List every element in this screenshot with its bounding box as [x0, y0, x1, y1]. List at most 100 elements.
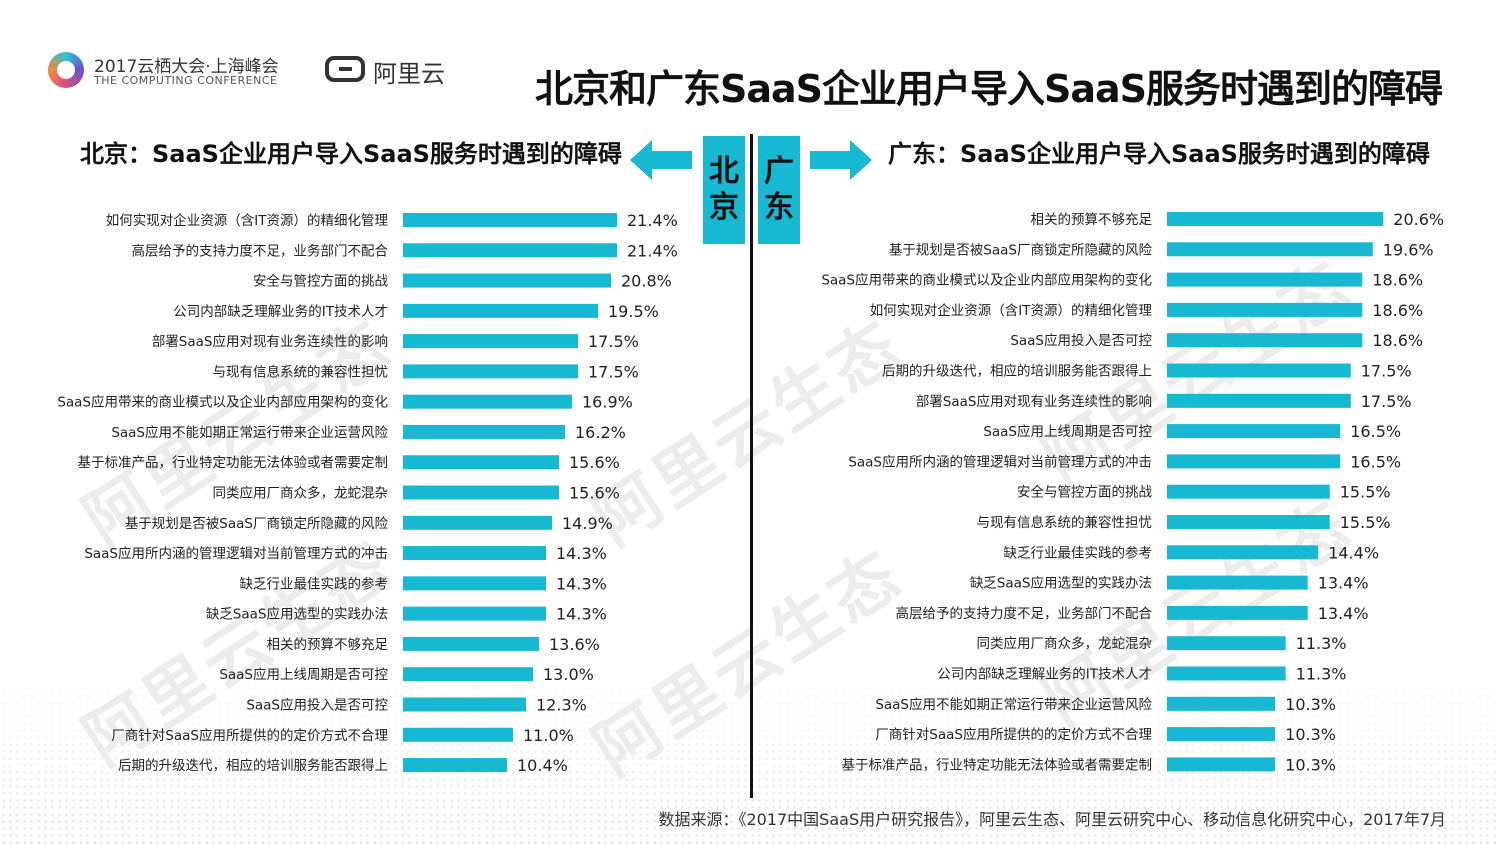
category-label: 缺乏行业最佳实践的参考: [240, 575, 389, 592]
conference-title: 2017云栖大会·上海峰会: [94, 57, 279, 77]
beijing-region-box: 北京: [703, 136, 745, 244]
bar: [1167, 302, 1363, 317]
bar: [1167, 484, 1330, 499]
category-label: 后期的升级迭代，相应的培训服务能否跟得上: [118, 757, 388, 774]
bar: [403, 243, 617, 258]
category-label: 安全与管控方面的挑战: [253, 273, 388, 290]
bar: [1167, 212, 1384, 226]
bar: [403, 546, 546, 561]
value-label: 15.5%: [1340, 483, 1391, 502]
brand-logo-icon: [325, 56, 365, 82]
bar: [403, 213, 617, 227]
category-label: 同类应用厂商众多，龙蛇混杂: [213, 485, 389, 502]
category-label: 厂商针对SaaS应用所提供的的定价方式不合理: [875, 726, 1152, 743]
conference-logo-icon: [48, 52, 84, 88]
value-label: 10.4%: [517, 756, 568, 775]
bar: [403, 485, 559, 500]
value-label: 21.4%: [627, 241, 678, 260]
bar: [403, 515, 552, 530]
value-label: 18.6%: [1372, 301, 1423, 320]
value-label: 21.4%: [627, 211, 678, 230]
brand-logo-dash: [339, 67, 352, 71]
category-label: 与现有信息系统的兼容性担忧: [213, 363, 389, 380]
category-label: 缺乏SaaS应用选型的实践办法: [206, 606, 388, 623]
bar: [1167, 727, 1276, 742]
guangdong-chart-title: 广东：SaaS企业用户导入SaaS服务时遇到的障碍: [888, 140, 1430, 168]
category-label: SaaS应用上线周期是否可控: [219, 666, 388, 683]
value-label: 13.4%: [1318, 574, 1369, 593]
bar: [403, 273, 611, 288]
value-label: 18.6%: [1372, 271, 1423, 290]
bar: [403, 303, 598, 318]
value-label: 13.4%: [1318, 604, 1369, 623]
value-label: 14.3%: [556, 544, 607, 563]
bar: [1167, 605, 1308, 620]
category-label: 公司内部缺乏理解业务的IT技术人才: [173, 304, 388, 320]
value-label: 11.3%: [1296, 634, 1347, 653]
bar: [403, 667, 533, 682]
bar: [1167, 515, 1330, 529]
value-label: 18.6%: [1372, 331, 1423, 350]
value-label: 17.5%: [1361, 392, 1412, 411]
category-label: 缺乏行业最佳实践的参考: [1004, 544, 1153, 561]
bar: [1167, 545, 1319, 560]
bar: [403, 455, 559, 470]
bar: [1167, 363, 1351, 378]
value-label: 19.5%: [608, 302, 659, 321]
data-source-note: 数据来源：《2017中国SaaS用户研究报告》，阿里云生态、阿里云研究中心、移动…: [658, 810, 1446, 829]
value-label: 16.5%: [1350, 422, 1401, 441]
bar: [403, 727, 513, 742]
category-label: SaaS应用上线周期是否可控: [983, 423, 1152, 440]
value-label: 17.5%: [588, 332, 639, 351]
bar: [1167, 272, 1363, 287]
category-label: 基于标准产品，行业特定功能无法体验或者需要定制: [842, 756, 1153, 773]
conference-subtitle: THE COMPUTING CONFERENCE: [94, 74, 278, 87]
bar: [1167, 636, 1286, 651]
bar: [1167, 454, 1341, 469]
value-label: 14.9%: [562, 514, 613, 533]
bar: [1167, 242, 1373, 257]
category-label: 如何实现对企业资源（含IT资源）的精细化管理: [870, 302, 1153, 319]
arrow-left-icon: [630, 140, 692, 180]
value-label: 20.8%: [621, 272, 672, 291]
value-label: 16.9%: [582, 393, 633, 412]
center-divider: [750, 134, 753, 798]
category-label: 后期的升级迭代，相应的培训服务能否跟得上: [882, 363, 1152, 380]
value-label: 17.5%: [1361, 362, 1412, 381]
category-label: 同类应用厂商众多，龙蛇混杂: [977, 635, 1153, 652]
category-label: 厂商针对SaaS应用所提供的的定价方式不合理: [111, 727, 388, 744]
guangdong-region-label: 广东: [764, 154, 794, 225]
category-label: 安全与管控方面的挑战: [1017, 484, 1152, 501]
value-label: 10.3%: [1285, 725, 1336, 744]
page-title: 北京和广东SaaS企业用户导入SaaS服务时遇到的障碍: [534, 67, 1443, 111]
arrow-right-icon: [810, 140, 872, 180]
value-label: 16.2%: [575, 423, 626, 442]
category-label: 相关的预算不够充足: [267, 637, 389, 653]
guangdong-bar-chart: 相关的预算不够充足 20.6% 基于规划是否被SaaS厂商锁定所隐藏的风险 19.6%…: [821, 210, 1444, 774]
bar: [403, 758, 507, 773]
category-label: SaaS应用不能如期正常运行带来企业运营风险: [875, 696, 1152, 713]
category-label: 公司内部缺乏理解业务的IT技术人才: [937, 667, 1152, 683]
category-label: 高层给予的支持力度不足，业务部门不配合: [896, 605, 1153, 622]
value-label: 15.6%: [569, 453, 620, 472]
beijing-region-label: 北京: [709, 154, 739, 225]
category-label: SaaS应用投入是否可控: [246, 696, 388, 713]
category-label: 部署SaaS应用对现有业务连续性的影响: [916, 393, 1152, 410]
value-label: 20.6%: [1393, 210, 1444, 229]
bar: [1167, 696, 1276, 711]
value-label: 16.5%: [1350, 452, 1401, 471]
bar: [403, 636, 539, 651]
guangdong-region-box: 广东: [758, 136, 800, 244]
brand-name: 阿里云: [373, 60, 445, 88]
category-label: 基于规划是否被SaaS厂商锁定所隐藏的风险: [889, 241, 1153, 258]
value-label: 15.5%: [1340, 513, 1391, 532]
category-label: SaaS应用所内涵的管理逻辑对当前管理方式的冲击: [84, 545, 388, 562]
value-label: 17.5%: [588, 362, 639, 381]
category-label: 高层给予的支持力度不足，业务部门不配合: [132, 242, 389, 259]
category-label: 与现有信息系统的兼容性担忧: [977, 514, 1153, 531]
value-label: 14.4%: [1328, 543, 1379, 562]
value-label: 19.6%: [1383, 240, 1434, 259]
value-label: 10.3%: [1285, 695, 1336, 714]
category-label: 缺乏SaaS应用选型的实践办法: [970, 575, 1152, 592]
category-label: SaaS应用带来的商业模式以及企业内部应用架构的变化: [57, 394, 388, 411]
